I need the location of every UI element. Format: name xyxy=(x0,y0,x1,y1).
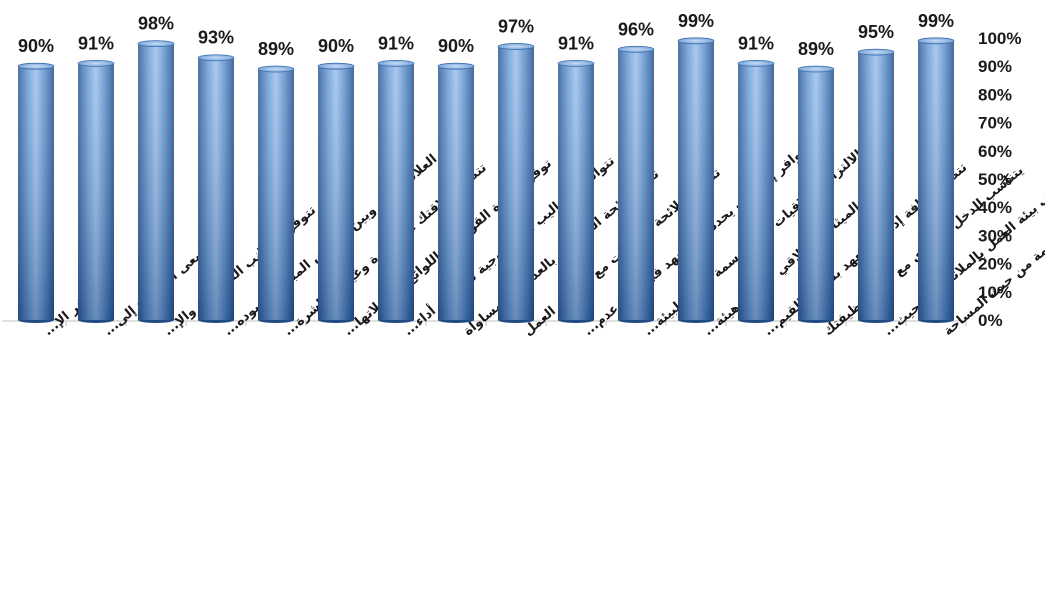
data-label: 91% xyxy=(378,33,414,53)
bar-shading xyxy=(438,66,474,320)
y-tick-label: 80% xyxy=(978,85,1012,104)
data-label: 98% xyxy=(138,14,174,34)
data-label: 91% xyxy=(558,33,594,53)
data-label: 90% xyxy=(438,36,474,56)
bar-cap xyxy=(77,59,115,67)
y-tick-label: 100% xyxy=(978,29,1021,48)
bar-shading xyxy=(18,66,54,320)
bar-shading xyxy=(678,40,714,320)
bar-shading xyxy=(378,63,414,320)
bar-shading xyxy=(738,63,774,320)
data-label: 93% xyxy=(198,28,234,48)
bar-shading xyxy=(858,52,894,320)
bar-shading xyxy=(138,43,174,320)
data-label: 89% xyxy=(798,39,834,59)
y-tick-label: 0% xyxy=(978,311,1003,330)
data-label: 96% xyxy=(618,19,654,39)
bar-cap xyxy=(17,62,55,70)
bar-shading xyxy=(198,57,234,321)
data-label: 97% xyxy=(498,16,534,36)
plot-area: 0%10%20%30%40%50%60%70%80%90%100%90%توفر… xyxy=(2,11,1045,339)
bar-cap xyxy=(917,37,955,45)
bar-shading xyxy=(498,46,534,321)
bar-cap xyxy=(557,59,595,67)
y-tick-label: 70% xyxy=(978,114,1012,133)
data-label: 95% xyxy=(858,22,894,42)
data-label: 91% xyxy=(78,33,114,53)
y-tick-label: 90% xyxy=(978,57,1012,76)
y-tick-label: 10% xyxy=(978,283,1012,302)
bar-shading xyxy=(318,66,354,320)
bar-shading xyxy=(618,49,654,320)
bar-cap xyxy=(617,45,655,53)
data-label: 91% xyxy=(738,33,774,53)
bar-shading xyxy=(918,40,954,320)
bar-cap xyxy=(137,40,175,48)
bar-cap xyxy=(737,59,775,67)
data-label: 90% xyxy=(18,36,54,56)
bar-cap xyxy=(797,65,835,73)
data-label: 90% xyxy=(318,36,354,56)
bar-cap xyxy=(677,37,715,45)
bar-cap xyxy=(437,62,475,70)
bar-cap xyxy=(257,65,295,73)
data-label: 99% xyxy=(918,11,954,31)
bar-shading xyxy=(78,63,114,320)
bar-shading xyxy=(798,69,834,321)
bar-shading xyxy=(258,69,294,321)
y-tick-label: 30% xyxy=(978,226,1012,245)
y-tick-label: 50% xyxy=(978,170,1012,189)
y-tick-label: 40% xyxy=(978,198,1012,217)
bar-cap xyxy=(497,43,535,50)
bar-shading xyxy=(558,63,594,320)
y-tick-label: 60% xyxy=(978,142,1012,161)
bar-cap xyxy=(197,54,235,62)
bar-cap xyxy=(377,59,415,67)
y-tick-label: 20% xyxy=(978,255,1012,274)
data-label: 89% xyxy=(258,39,294,59)
data-label: 99% xyxy=(678,11,714,31)
bar-cap xyxy=(857,48,895,56)
bar-cap xyxy=(317,62,355,70)
